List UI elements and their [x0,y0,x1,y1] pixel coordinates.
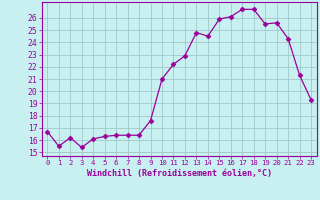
X-axis label: Windchill (Refroidissement éolien,°C): Windchill (Refroidissement éolien,°C) [87,169,272,178]
